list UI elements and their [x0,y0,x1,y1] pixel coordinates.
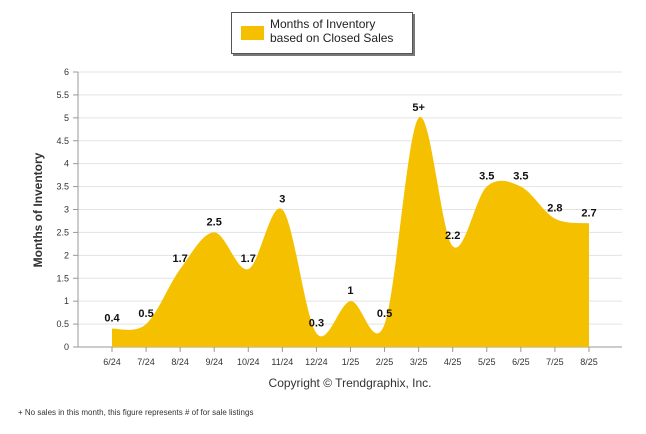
data-labels: 0.4 0.5 1.7 2.5 1.7 3 0.3 1 0.5 5+ 2.2 3.5 3.5 2.8 2.7 [104,102,596,329]
y-tick-label: 5.5 [56,90,69,100]
data-label: 1 [347,285,353,297]
x-tick-label: 7/24 [137,357,155,367]
x-tick-label: 3/25 [410,357,428,367]
x-tick-label: 6/25 [512,357,530,367]
y-tick-label: 4 [64,159,69,169]
legend: Months of Inventory based on Closed Sale… [231,12,413,54]
x-tick-label: 4/25 [444,357,462,367]
legend-label: Months of Inventory based on Closed Sale… [270,17,394,45]
data-label: 2.5 [207,216,222,228]
y-tick-label: 5 [64,113,69,123]
y-axis-ticks: 0 0.5 1 1.5 2 2.5 3 3.5 4 4.5 5 5.5 6 [56,67,69,352]
x-tick-label: 6/24 [103,357,121,367]
x-tick-label: 9/24 [205,357,223,367]
legend-swatch [241,26,264,40]
x-tick-label: 5/25 [478,357,496,367]
x-tick-label: 8/24 [171,357,189,367]
y-tick-label: 2 [64,250,69,260]
data-label: 3.5 [479,171,494,183]
y-tick-label: 3.5 [56,182,69,192]
data-label: 2.2 [445,230,460,242]
y-tick-label: 3 [64,205,69,215]
data-label: 0.3 [309,317,324,329]
data-label: 3 [279,194,285,206]
data-label: 2.7 [581,207,596,219]
x-tick-label: 11/24 [271,357,293,367]
area-fill [112,116,589,347]
data-label: 1.7 [172,253,187,265]
x-tick-label: 12/24 [305,357,328,367]
x-axis-ticks: 6/24 7/24 8/24 9/24 10/24 11/24 12/24 1/25 2/25 3… [103,347,598,367]
area-series [112,116,589,347]
data-label: 5+ [412,102,425,114]
y-axis-label: Months of Inventory [31,152,45,267]
y-tick-label: 1 [64,296,69,306]
x-tick-label: 2/25 [376,357,394,367]
x-tick-label: 1/25 [342,357,360,367]
data-label: 0.4 [104,313,120,325]
y-tick-label: 1.5 [56,273,69,283]
data-label: 0.5 [138,308,153,320]
x-tick-label: 8/25 [580,357,598,367]
x-tick-label: 10/24 [237,357,260,367]
x-tick-label: 7/25 [546,357,564,367]
data-label: 0.5 [377,308,392,320]
y-tick-label: 0.5 [56,319,69,329]
y-tick-label: 2.5 [56,227,69,237]
footnote: + No sales in this month, this figure re… [18,408,254,417]
y-tick-label: 4.5 [56,136,69,146]
y-tick-label: 0 [64,342,69,352]
copyright-text: Copyright © Trendgraphix, Inc. [268,376,432,390]
data-label: 1.7 [241,253,256,265]
data-label: 3.5 [513,171,528,183]
data-label: 2.8 [547,203,562,215]
y-tick-label: 6 [64,67,69,77]
